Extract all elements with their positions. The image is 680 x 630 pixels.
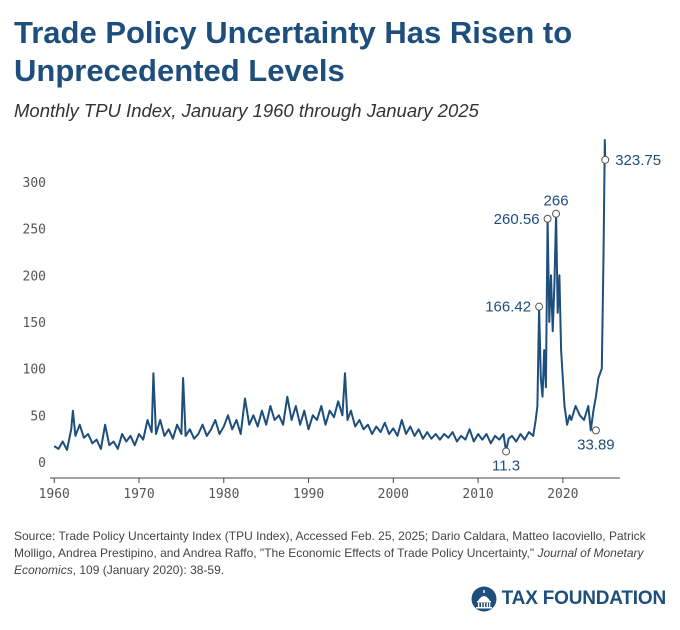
footer-divider: [0, 577, 680, 578]
series-line-tpu: [53, 139, 607, 453]
x-tick-label: 2020: [547, 487, 578, 502]
y-tick-label: 0: [38, 456, 46, 471]
y-tick-label: 200: [23, 269, 46, 284]
annotation-marker: [502, 447, 511, 456]
y-tick-label: 100: [23, 363, 46, 378]
x-axis: 1960 1970 1980 1990 2000 2010 2020: [39, 477, 620, 502]
x-tick-label: 1960: [39, 487, 70, 502]
annotation-marker: [535, 302, 544, 311]
annotation-marker: [552, 209, 561, 218]
y-tick-label: 50: [30, 409, 46, 424]
source-citation: , 109 (January 2020): 38-59.: [72, 563, 225, 577]
data-label: 266: [544, 193, 569, 210]
line-chart: 0 50 100 150 200 250 300 1960 1970 1980 1990 2000 2…: [23, 139, 661, 502]
brand-name: TAX FOUNDATION: [501, 588, 667, 609]
source-journal: Journal of Monetary Economics: [14, 546, 644, 577]
x-tick-label: 1990: [293, 487, 324, 502]
x-tick-label: 1980: [208, 487, 239, 502]
y-tick-label: 250: [23, 223, 46, 238]
x-tick-label: 2000: [378, 487, 409, 502]
brand-logo[interactable]: TAX FOUNDATION: [471, 586, 666, 612]
capitol-dome-icon: [471, 586, 497, 612]
series-group: [53, 139, 607, 453]
annotation-marker: [543, 214, 552, 223]
chart-title: Trade Policy Uncertainty Has Risen to Un…: [14, 15, 573, 88]
chart-subtitle: Monthly TPU Index, January 1960 through …: [14, 100, 479, 121]
y-tick-label: 300: [23, 176, 46, 191]
source-text: Source: Trade Policy Uncertainty Index (…: [14, 529, 646, 560]
y-axis: 0 50 100 150 200 250 300: [23, 176, 46, 471]
data-label: 260.56: [494, 211, 540, 228]
source-note: Source: Trade Policy Uncertainty Index (…: [14, 528, 669, 579]
data-label: 33.89: [577, 436, 615, 453]
data-label: 11.3: [492, 457, 520, 474]
data-label: 166.42: [485, 299, 531, 316]
x-tick-label: 1970: [123, 487, 154, 502]
annotation-marker: [591, 426, 600, 435]
x-tick-label: 2010: [462, 487, 493, 502]
y-tick-label: 150: [23, 316, 46, 331]
annotation-marker: [601, 155, 610, 164]
data-label: 323.75: [615, 152, 661, 169]
